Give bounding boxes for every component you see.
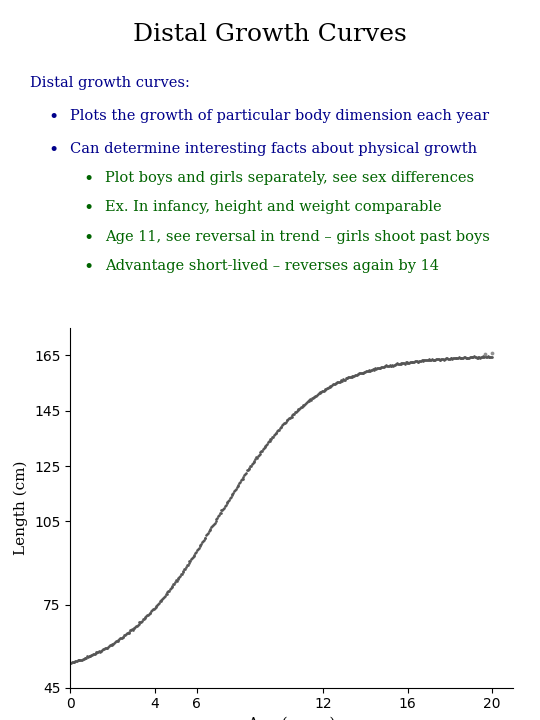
Text: •: • [49,109,59,126]
Text: •: • [84,259,94,276]
Y-axis label: Length (cm): Length (cm) [14,460,29,555]
Text: •: • [84,200,94,217]
Text: Age 11, see reversal in trend – girls shoot past boys: Age 11, see reversal in trend – girls sh… [105,230,490,244]
Text: •: • [84,230,94,247]
Text: Plots the growth of particular body dimension each year: Plots the growth of particular body dime… [70,109,489,122]
Text: Distal Growth Curves: Distal Growth Curves [133,23,407,46]
Text: Advantage short-lived – reverses again by 14: Advantage short-lived – reverses again b… [105,259,440,273]
Text: Can determine interesting facts about physical growth: Can determine interesting facts about ph… [70,142,477,156]
X-axis label: Age (years): Age (years) [247,717,336,720]
Text: Distal growth curves:: Distal growth curves: [30,76,190,89]
Text: •: • [84,171,94,188]
Text: Ex. In infancy, height and weight comparable: Ex. In infancy, height and weight compar… [105,200,442,215]
Text: •: • [49,142,59,158]
Text: Plot boys and girls separately, see sex differences: Plot boys and girls separately, see sex … [105,171,475,185]
